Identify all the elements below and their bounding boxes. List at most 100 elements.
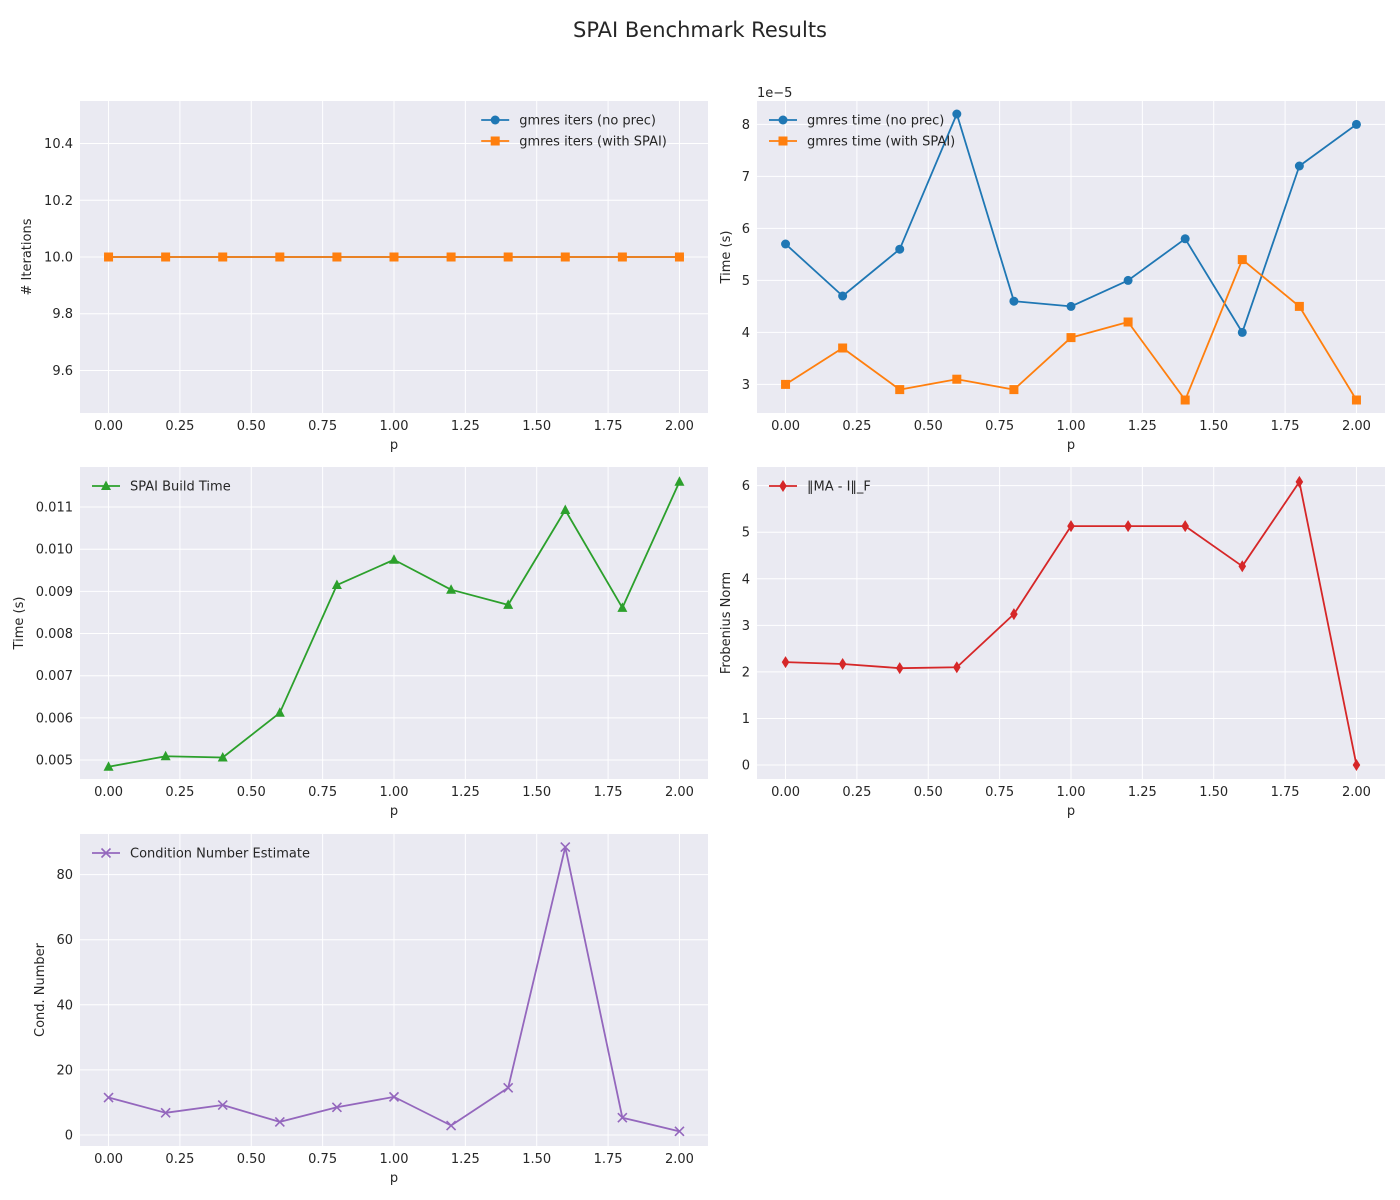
- data-point: [331, 579, 342, 590]
- legend-marker: [100, 847, 112, 859]
- data-point: [952, 109, 962, 119]
- data-point: [617, 602, 628, 612]
- y-tick-label: 10.0: [44, 251, 73, 266]
- y-tick-label: 5: [742, 526, 750, 541]
- data-point: [674, 252, 684, 262]
- data-point: [218, 252, 228, 262]
- legend-marker: [778, 115, 788, 125]
- data-point: [446, 1120, 457, 1131]
- data-point: [953, 661, 961, 674]
- y-tick-label: 7: [742, 170, 750, 185]
- x-tick-label: 0.75: [985, 785, 1014, 800]
- x-tick-label: 0.00: [94, 1152, 123, 1167]
- x-tick-label: 0.00: [771, 419, 800, 434]
- y-tick-label: 4: [742, 572, 750, 587]
- x-tick-label: 1.50: [522, 419, 551, 434]
- y-tick-label: 80: [56, 868, 73, 883]
- series-2: [781, 255, 1361, 405]
- data-point: [1066, 333, 1076, 343]
- x-tick-label: 1.75: [1271, 419, 1300, 434]
- data-point: [617, 1112, 628, 1123]
- data-point: [104, 252, 114, 262]
- data-point: [388, 1091, 400, 1102]
- y-axis-label: Cond. Number: [33, 942, 48, 1037]
- data-point: [838, 657, 847, 670]
- y-tick-label: 0.011: [36, 501, 73, 516]
- x-tick-label: 1.50: [1199, 785, 1228, 800]
- x-tick-label: 1.25: [1128, 785, 1157, 800]
- x-tick-label: 1.75: [594, 419, 623, 434]
- x-tick-label: 1.25: [451, 419, 480, 434]
- data-point: [1351, 395, 1361, 405]
- x-tick-label: 1.25: [1128, 419, 1157, 434]
- data-point: [1294, 301, 1304, 311]
- data-point: [617, 252, 627, 262]
- figure-title: SPAI Benchmark Results: [573, 18, 827, 42]
- x-tick-label: 2.00: [665, 1152, 694, 1167]
- x-tick-label: 0.25: [165, 785, 194, 800]
- legend-label: Condition Number Estimate: [130, 847, 310, 862]
- data-point: [1237, 255, 1247, 265]
- y-tick-label: 40: [56, 998, 73, 1013]
- data-point: [446, 252, 456, 262]
- data-point: [1352, 759, 1361, 772]
- data-point: [1237, 327, 1247, 337]
- data-point: [560, 504, 571, 515]
- x-tick-label: 2.00: [1342, 419, 1371, 434]
- legend-label: gmres time (with SPAI): [807, 135, 955, 150]
- data-point: [161, 252, 171, 262]
- data-point: [781, 239, 791, 249]
- y-tick-label: 0.005: [36, 754, 73, 769]
- legend: gmres iters (no prec) gmres iters (with S…: [481, 114, 667, 150]
- x-tick-label: 0.50: [914, 419, 943, 434]
- y-axis-label: Frobenius Norm: [719, 572, 734, 674]
- data-point: [1009, 296, 1019, 306]
- x-tick-label: 0.50: [237, 785, 266, 800]
- x-tick-label: 1.00: [1057, 785, 1086, 800]
- x-tick-label: 1.25: [451, 785, 480, 800]
- x-tick-label: 1.00: [1057, 419, 1086, 434]
- x-tick-label: 1.75: [594, 1152, 623, 1167]
- data-point: [503, 599, 514, 609]
- x-tick-label: 1.50: [522, 785, 551, 800]
- legend-marker: [778, 136, 788, 146]
- data-point: [331, 1102, 342, 1113]
- x-tick-label: 0.00: [94, 419, 123, 434]
- data-point: [160, 1107, 171, 1118]
- x-tick-label: 1.00: [380, 1152, 409, 1167]
- x-tick-label: 0.25: [842, 785, 871, 800]
- x-tick-label: 0.75: [985, 419, 1014, 434]
- data-point: [1067, 520, 1075, 533]
- x-tick-label: 0.00: [94, 785, 123, 800]
- series-2: [104, 252, 684, 262]
- data-point: [1123, 317, 1133, 327]
- x-tick-label: 0.25: [842, 419, 871, 434]
- x-tick-label: 0.75: [308, 419, 337, 434]
- data-point: [103, 761, 114, 771]
- y-tick-label: 6: [742, 479, 750, 494]
- x-tick-label: 0.75: [308, 1152, 337, 1167]
- subplot-5: 0.00 0.25 0.50 0.75 1.00 1.25 1.50 1.75 2.00 0 20 4…: [33, 834, 708, 1186]
- data-point: [503, 252, 513, 262]
- legend-label: gmres iters (no prec): [519, 114, 656, 129]
- legend-marker: [101, 480, 111, 490]
- y-tick-label: 0.007: [36, 669, 73, 684]
- x-tick-label: 0.75: [308, 785, 337, 800]
- x-tick-label: 0.25: [165, 419, 194, 434]
- data-point: [1123, 275, 1133, 285]
- x-tick-label: 1.50: [1199, 419, 1228, 434]
- y-tick-label: 0: [65, 1128, 73, 1143]
- x-axis-label: p: [1067, 804, 1075, 819]
- data-point: [1295, 475, 1304, 488]
- y-tick-label: 3: [742, 619, 750, 634]
- legend: ‖MA - I‖_F: [769, 480, 871, 495]
- legend-label: SPAI Build Time: [130, 480, 231, 495]
- y-tick-label: 9.8: [52, 307, 73, 322]
- x-tick-label: 2.00: [665, 419, 694, 434]
- legend: gmres time (no prec) gmres time (with SPA…: [769, 114, 955, 150]
- x-tick-label: 0.50: [237, 1152, 266, 1167]
- data-point: [274, 1116, 285, 1127]
- data-point: [1294, 161, 1304, 171]
- x-tick-label: 0.25: [165, 1152, 194, 1167]
